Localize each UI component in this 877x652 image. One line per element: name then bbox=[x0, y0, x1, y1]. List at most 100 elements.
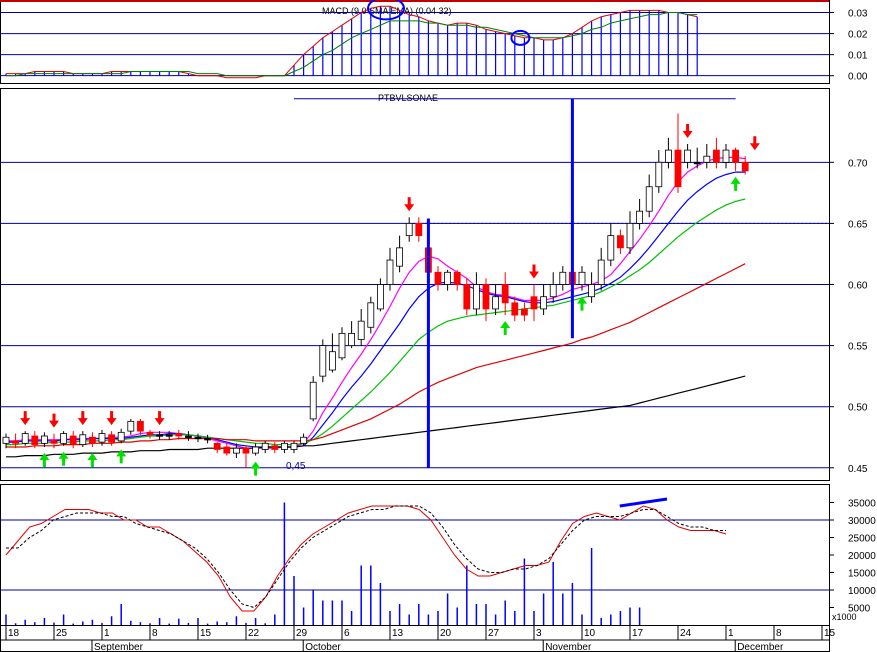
date-tick-label: 27 bbox=[488, 628, 500, 639]
candle-body bbox=[549, 284, 557, 298]
date-tick-label: 13 bbox=[392, 628, 404, 639]
price-annotation: 0,45 bbox=[286, 461, 306, 472]
macd-signal-line bbox=[6, 12, 698, 77]
candle-body bbox=[530, 296, 538, 310]
date-tick-label: 1 bbox=[104, 628, 110, 639]
candle-body bbox=[597, 259, 605, 285]
stochastic-d-line bbox=[6, 505, 726, 609]
candle-body bbox=[60, 433, 67, 444]
candle-body bbox=[617, 235, 624, 249]
month-label: October bbox=[305, 642, 341, 652]
sell-arrow-icon bbox=[682, 123, 693, 138]
stoch-y-tick-label: 10000 bbox=[848, 586, 876, 597]
candle-body bbox=[338, 332, 346, 359]
candle-body bbox=[348, 332, 356, 346]
candle-body bbox=[655, 161, 663, 188]
candle-body bbox=[319, 345, 327, 377]
candle-body bbox=[482, 284, 490, 310]
candle-body bbox=[290, 442, 298, 450]
candle-body bbox=[213, 442, 221, 450]
candle-body bbox=[444, 271, 452, 285]
date-tick-label: 24 bbox=[680, 628, 692, 639]
candle-body bbox=[357, 320, 365, 340]
price-y-tick-label: 0.55 bbox=[848, 342, 868, 353]
sell-arrow-icon bbox=[20, 411, 31, 426]
date-tick-label: 22 bbox=[248, 628, 260, 639]
moving-average-line bbox=[6, 198, 746, 446]
candle-body bbox=[741, 161, 749, 172]
candle-body bbox=[636, 210, 643, 224]
candle-body bbox=[693, 161, 701, 165]
candle-body bbox=[415, 223, 423, 237]
candle-body bbox=[376, 284, 384, 310]
candle-body bbox=[472, 284, 480, 310]
buy-arrow-icon bbox=[39, 453, 50, 468]
candle-body bbox=[89, 436, 96, 444]
macd-label: MACD (9.0 SMA EMA) (0.04 32) bbox=[322, 6, 452, 16]
date-tick-label: 29 bbox=[296, 628, 308, 639]
sell-arrow-icon bbox=[106, 411, 117, 426]
candle-body bbox=[309, 381, 317, 420]
stoch-unit-label: x1000 bbox=[832, 612, 857, 622]
candle-body bbox=[242, 447, 250, 454]
stoch-panel-frame bbox=[0, 484, 830, 626]
stochastic-volume-layer: 5000 10000 15000 20000 25000 30000 35000 bbox=[0, 497, 876, 625]
stoch-y-tick-label: 15000 bbox=[848, 569, 876, 580]
price-y-tick-label: 0.65 bbox=[848, 219, 868, 230]
candle-body bbox=[204, 438, 212, 441]
date-tick-label: 15 bbox=[200, 628, 212, 639]
candle-body bbox=[117, 431, 125, 442]
candle-body bbox=[232, 447, 240, 454]
candle-body bbox=[127, 420, 135, 432]
candle-body bbox=[271, 445, 279, 450]
moving-average-line bbox=[6, 263, 746, 448]
date-tick-label: 10 bbox=[584, 628, 596, 639]
price-y-tick-label: 0.70 bbox=[848, 158, 868, 169]
candle-body bbox=[722, 149, 730, 163]
candle-body bbox=[156, 434, 164, 437]
stoch-y-tick-label: 20000 bbox=[848, 551, 876, 562]
candle-body bbox=[386, 259, 394, 285]
candle-body bbox=[588, 284, 595, 298]
moving-average-line bbox=[6, 375, 746, 458]
date-tick-label: 17 bbox=[632, 628, 644, 639]
date-tick-label: 6 bbox=[344, 628, 350, 639]
candle-body bbox=[674, 149, 682, 188]
stoch-y-tick-label: 5000 bbox=[848, 604, 871, 615]
candle-body bbox=[607, 235, 615, 261]
candle-body bbox=[194, 436, 202, 440]
candle-body bbox=[492, 296, 500, 310]
sell-arrow-icon bbox=[404, 197, 415, 212]
price-y-tick-label: 0.60 bbox=[848, 281, 868, 292]
candle-body bbox=[328, 351, 336, 371]
candle-body bbox=[559, 271, 567, 285]
macd-y-tick-label: 0.00 bbox=[848, 72, 868, 83]
macd-y-tick-label: 0.02 bbox=[848, 30, 868, 41]
price-title: PTBVLSONAE bbox=[378, 93, 438, 103]
price-y-tick-label: 0.45 bbox=[848, 464, 868, 475]
buy-arrow-icon bbox=[250, 461, 261, 476]
candle-body bbox=[396, 247, 404, 267]
date-tick-label: 1 bbox=[728, 628, 734, 639]
candle-body bbox=[703, 155, 711, 163]
candle-body bbox=[626, 223, 634, 249]
sell-arrow-icon bbox=[529, 264, 539, 279]
candle-body bbox=[367, 302, 375, 328]
macd-line bbox=[6, 5, 698, 79]
buy-arrow-icon bbox=[500, 321, 511, 336]
sell-arrow-icon bbox=[77, 411, 88, 426]
candle-body bbox=[252, 446, 260, 454]
candle-body bbox=[69, 435, 77, 445]
candle-body bbox=[165, 434, 173, 437]
buy-arrow-icon bbox=[58, 451, 69, 466]
candle-body bbox=[280, 442, 288, 450]
candle-body bbox=[540, 296, 547, 310]
candle-body bbox=[521, 308, 528, 316]
date-tick-label: 8 bbox=[152, 628, 158, 639]
candle-body bbox=[501, 284, 509, 304]
candle-body bbox=[453, 271, 461, 285]
buy-arrow-icon bbox=[116, 449, 127, 464]
moving-average-line bbox=[6, 156, 746, 449]
